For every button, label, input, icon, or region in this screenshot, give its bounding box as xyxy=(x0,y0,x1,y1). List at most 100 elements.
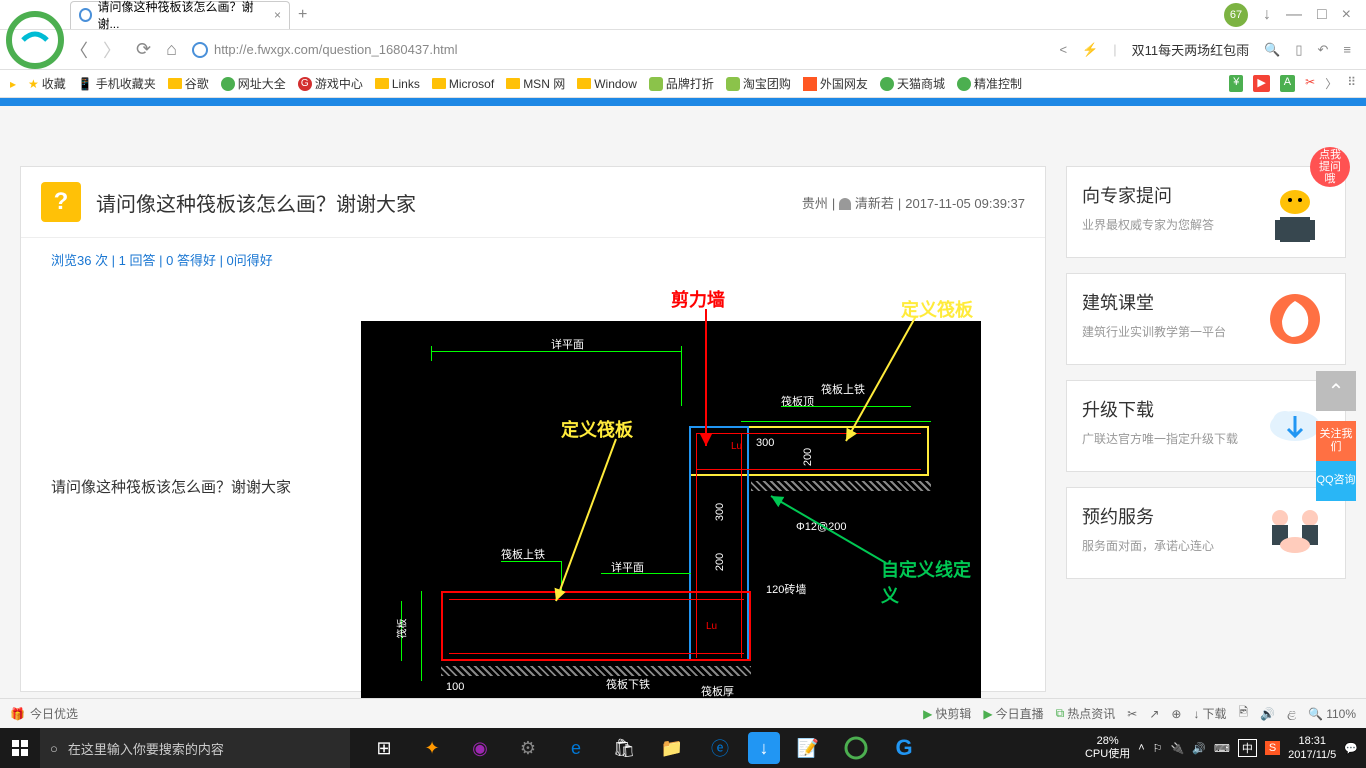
ext-scissors-icon[interactable]: ✂ xyxy=(1305,75,1315,92)
sidebar-card-course[interactable]: 建筑课堂 建筑行业实训教学第一平台 xyxy=(1066,273,1346,365)
status-news[interactable]: ⧉热点资讯 xyxy=(1056,705,1116,722)
bookmark-item[interactable]: 淘宝团购 xyxy=(726,75,791,92)
scroll-top-button[interactable]: ⌃ xyxy=(1316,371,1356,411)
app-icon[interactable]: ↓ xyxy=(748,732,780,764)
cortana-icon: ○ xyxy=(50,741,58,756)
explorer-icon[interactable]: 📁 xyxy=(648,728,696,768)
tray-notifications-icon[interactable]: 💬 xyxy=(1344,742,1358,755)
gift-icon[interactable]: 🎁 xyxy=(10,707,25,721)
app-icon[interactable]: G xyxy=(880,728,928,768)
history-icon[interactable]: ↓ xyxy=(1263,6,1271,24)
bookmark-item[interactable]: 📱手机收藏夹 xyxy=(78,75,156,92)
status-icon[interactable]: ✂ xyxy=(1127,707,1137,721)
bookmark-item[interactable]: 外国网友 xyxy=(803,75,868,92)
tray-volume-icon[interactable]: 🔊 xyxy=(1192,742,1206,755)
tab-close-icon[interactable]: × xyxy=(274,8,281,22)
edge-icon[interactable]: e xyxy=(552,728,600,768)
bookmark-item[interactable]: 精准控制 xyxy=(957,75,1022,92)
tray-ime2-icon[interactable]: S xyxy=(1265,741,1280,755)
cad-drawing: 详平面 筏板上铁 筏板顶 xyxy=(361,321,981,698)
follow-badge[interactable]: 关注我们 xyxy=(1316,421,1356,461)
url-input[interactable]: http://e.fwxgx.com/question_1680437.html xyxy=(192,42,1045,58)
sidebar-card-upgrade[interactable]: 升级下载 广联达官方唯一指定升级下载 xyxy=(1066,380,1346,472)
notification-badge[interactable]: 67 xyxy=(1224,3,1248,27)
bookmark-fav[interactable]: ★收藏 xyxy=(28,75,66,92)
bookmark-item[interactable]: 谷歌 xyxy=(168,75,209,92)
home-button[interactable]: ⌂ xyxy=(166,39,177,60)
qq-badge[interactable]: QQ咨询 xyxy=(1316,461,1356,501)
ext-badge[interactable]: ¥ xyxy=(1229,75,1243,92)
app-icon[interactable]: ◉ xyxy=(456,728,504,768)
bookmark-item[interactable]: 天猫商城 xyxy=(880,75,945,92)
question-mark-icon: ? xyxy=(41,182,81,222)
undo-icon[interactable]: ↶ xyxy=(1318,42,1329,58)
sidebar-card-expert[interactable]: 点我提问哦 向专家提问 业界最权威专家为您解答 xyxy=(1066,166,1346,258)
start-button[interactable] xyxy=(0,728,40,768)
windows-taskbar: ○ 在这里输入你要搜索的内容 ⊞ ✦ ◉ ⚙ e 🛍 📁 ⓔ ↓ 📝 G 28%… xyxy=(0,728,1366,768)
expand-icon[interactable]: ▸ xyxy=(10,77,16,91)
tray-power-icon[interactable]: 🔌 xyxy=(1171,742,1185,755)
site-icon xyxy=(192,42,208,58)
status-live[interactable]: ▶今日直播 xyxy=(983,705,1043,722)
search-placeholder: 在这里输入你要搜索的内容 xyxy=(68,739,224,758)
tray-chevron-icon[interactable]: ˄ xyxy=(1138,742,1144,754)
annotation-custom-line: 自定义线定义 xyxy=(881,556,981,608)
promo-text[interactable]: 双11每天两场红包雨 xyxy=(1132,40,1250,59)
menu-icon[interactable]: ≡ xyxy=(1343,42,1351,57)
ext-badge[interactable]: A xyxy=(1280,75,1295,92)
status-icon[interactable]: ළ xyxy=(1287,706,1296,721)
status-left-text[interactable]: 今日优选 xyxy=(30,705,78,722)
ext-badge[interactable]: ▶ xyxy=(1253,75,1269,92)
tray-clock[interactable]: 18:312017/11/5 xyxy=(1288,734,1336,763)
annotation-shear-wall: 剪力墙 xyxy=(671,286,725,312)
share-icon[interactable]: < xyxy=(1059,42,1067,57)
store-icon[interactable]: 🛍 xyxy=(600,728,648,768)
status-icon[interactable]: 🖻 xyxy=(1238,703,1248,724)
bookmark-item[interactable]: 品牌打折 xyxy=(649,75,714,92)
bookmark-item[interactable]: MSN 网 xyxy=(506,75,565,92)
separator: | xyxy=(1113,42,1116,57)
tray-keyboard-icon[interactable]: ⌨ xyxy=(1214,742,1230,755)
status-download[interactable]: ↓下载 xyxy=(1193,705,1226,722)
browser-tab[interactable]: 请问像这种筏板该怎么画？谢谢... × xyxy=(70,1,290,29)
forward-button[interactable]: 〉 xyxy=(103,37,121,63)
flash-icon[interactable]: ⚡ xyxy=(1082,42,1098,58)
bookmark-item[interactable]: Microsof xyxy=(432,77,494,91)
ie-icon[interactable]: ⓔ xyxy=(696,728,744,768)
tray-ime-icon[interactable]: 中 xyxy=(1238,739,1257,757)
status-clip[interactable]: ▶快剪辑 xyxy=(923,705,971,722)
task-view-icon[interactable]: ⊞ xyxy=(360,728,408,768)
ext-chevron-icon[interactable]: 〉 xyxy=(1325,75,1337,92)
zoom-level[interactable]: 🔍110% xyxy=(1308,707,1356,721)
minimize-button[interactable]: — xyxy=(1286,6,1302,24)
status-icon[interactable]: 🔊 xyxy=(1260,707,1275,721)
reload-button[interactable]: ⟳ xyxy=(136,39,151,60)
browser-app-icon[interactable] xyxy=(832,728,880,768)
bookmark-item[interactable]: Window xyxy=(577,77,637,91)
bookmark-item[interactable]: 网址大全 xyxy=(221,75,286,92)
float-badges: 关注我们 QQ咨询 xyxy=(1316,421,1356,501)
search-icon[interactable]: 🔍 xyxy=(1264,42,1280,58)
reader-icon[interactable]: ▯ xyxy=(1295,42,1302,58)
browser-logo-icon[interactable] xyxy=(5,10,65,70)
new-tab-button[interactable]: + xyxy=(298,6,307,24)
status-icon[interactable]: ↗ xyxy=(1149,707,1159,721)
app-icon[interactable]: ✦ xyxy=(408,728,456,768)
bookmark-bar: ▸ ★收藏 📱手机收藏夹 谷歌 网址大全 G游戏中心 Links Microso… xyxy=(0,70,1366,98)
sidebar-card-service[interactable]: 预约服务 服务面对面，承诺心连心 xyxy=(1066,487,1346,579)
bookmark-item[interactable]: G游戏中心 xyxy=(298,75,363,92)
close-button[interactable]: × xyxy=(1342,6,1351,24)
taskbar-apps: ✦ ◉ ⚙ e 🛍 📁 ⓔ ↓ 📝 G xyxy=(408,728,928,768)
app-icon[interactable]: 📝 xyxy=(784,728,832,768)
cpu-meter[interactable]: 28%CPU使用 xyxy=(1085,735,1130,761)
page-header-strip xyxy=(0,98,1366,106)
app-icon[interactable]: ⚙ xyxy=(504,728,552,768)
annotation-raft-1: 定义筏板 xyxy=(901,296,973,322)
status-icon[interactable]: ⊕ xyxy=(1171,707,1181,721)
ext-grid-icon[interactable]: ⠿ xyxy=(1347,75,1356,92)
taskbar-search[interactable]: ○ 在这里输入你要搜索的内容 xyxy=(40,728,350,768)
bookmark-item[interactable]: Links xyxy=(375,77,420,91)
back-button[interactable]: 〈 xyxy=(70,37,88,63)
tray-icon[interactable]: ⚐ xyxy=(1153,742,1163,755)
maximize-button[interactable]: □ xyxy=(1317,6,1327,24)
